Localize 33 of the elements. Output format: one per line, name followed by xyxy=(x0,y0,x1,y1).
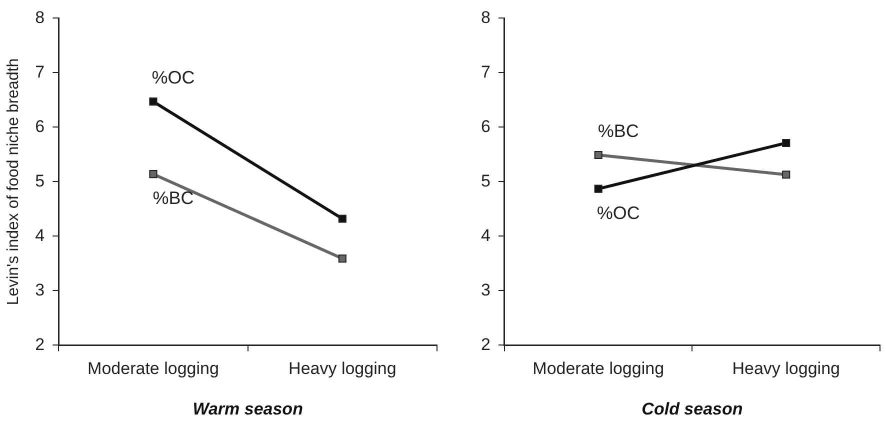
y-tick-label: 2 xyxy=(480,334,490,354)
y-axis-title: Levin's index of food niche breadth xyxy=(5,58,22,306)
series-label: %OC xyxy=(596,202,640,223)
series-label: %BC xyxy=(598,120,639,141)
x-tick-label: Heavy logging xyxy=(732,359,840,378)
point xyxy=(782,138,790,148)
point xyxy=(594,184,602,193)
y-tick-label: 8 xyxy=(35,8,45,27)
x-axis-title: Warm season xyxy=(192,399,303,418)
y-tick-label: 3 xyxy=(35,280,45,300)
y-tick-label: 3 xyxy=(480,280,490,300)
x-tick-label: Heavy logging xyxy=(288,359,396,378)
series-label: %OC xyxy=(152,68,195,88)
y-tick-label: 6 xyxy=(35,116,45,136)
point xyxy=(338,254,346,263)
point xyxy=(149,98,158,106)
point xyxy=(594,150,602,160)
y-tick-label: 7 xyxy=(35,62,45,82)
x-axis-title: Cold season xyxy=(642,399,743,418)
y-tick-label: 5 xyxy=(35,171,45,190)
point xyxy=(782,170,790,179)
y-tick-label: 6 xyxy=(480,116,490,136)
series-label: %BC xyxy=(152,188,194,208)
y-tick-label: 5 xyxy=(480,171,490,190)
y-tick-label: 2 xyxy=(35,334,45,354)
y-tick-label: 7 xyxy=(480,62,490,82)
x-tick-label: Moderate logging xyxy=(532,359,664,378)
point xyxy=(338,214,346,223)
y-tick-label: 8 xyxy=(480,8,490,27)
x-tick-label: Moderate logging xyxy=(88,359,219,378)
y-tick-label: 4 xyxy=(35,226,45,245)
point xyxy=(149,170,158,178)
y-tick-label: 4 xyxy=(480,226,490,245)
